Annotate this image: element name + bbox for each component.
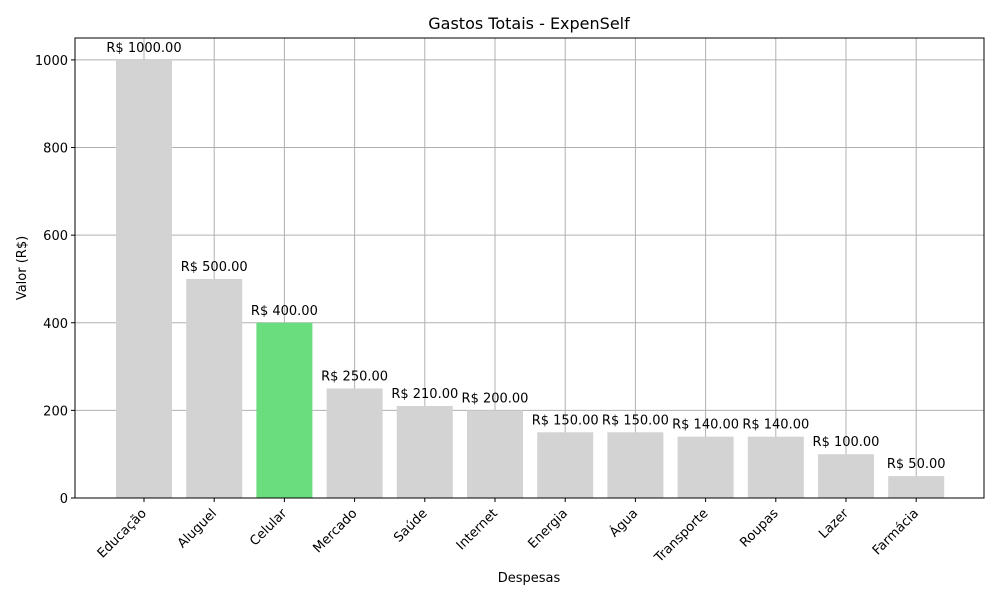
data-label: R$ 140.00 [672, 418, 739, 433]
x-tick-label: Água [606, 506, 641, 541]
data-label: R$ 210.00 [391, 387, 458, 402]
bar [747, 436, 804, 498]
x-tick-label: Celular [247, 506, 290, 549]
data-labels-layer: R$ 1000.00R$ 500.00R$ 400.00R$ 250.00R$ … [106, 41, 945, 472]
bar [326, 388, 383, 498]
bar [888, 476, 945, 498]
y-axis-label: Valor (R$) [15, 236, 30, 300]
y-tick-label: 800 [43, 142, 68, 157]
data-label: R$ 500.00 [181, 260, 248, 275]
grid-layer [75, 38, 984, 499]
y-tick-label: 400 [43, 317, 68, 332]
x-tick-label: Saúde [391, 506, 430, 545]
chart-title: Gastos Totais - ExpenSelf [428, 14, 630, 33]
data-label: R$ 150.00 [602, 413, 669, 428]
x-tick-label: Mercado [311, 506, 361, 556]
data-label: R$ 1000.00 [106, 41, 181, 56]
bar [186, 278, 243, 498]
bar [116, 59, 172, 499]
data-label: R$ 50.00 [887, 457, 946, 472]
data-label: R$ 140.00 [742, 418, 809, 433]
x-tick-label: Internet [454, 506, 501, 553]
data-label: R$ 150.00 [532, 413, 599, 428]
bar [677, 436, 734, 498]
bar [396, 406, 453, 498]
bar [467, 410, 523, 498]
x-tick-label: Lazer [816, 506, 852, 542]
bar [537, 432, 594, 498]
data-label: R$ 100.00 [813, 435, 880, 450]
plot-frame [74, 37, 985, 499]
x-tick-label: Farmácia [870, 506, 922, 558]
bar [818, 454, 874, 498]
bars-layer [116, 59, 945, 499]
x-tick-label: Energia [525, 506, 571, 552]
y-tick-label: 0 [60, 492, 68, 507]
bar [256, 322, 313, 498]
bar [607, 432, 664, 498]
x-tick-label: Transporte [651, 506, 711, 566]
data-label: R$ 400.00 [251, 304, 318, 319]
x-tick-label: Educação [95, 506, 150, 561]
x-axis-label: Despesas [498, 571, 561, 586]
y-tick-label: 200 [43, 404, 68, 419]
y-tick-label: 600 [43, 229, 68, 244]
x-tick-label: Aluguel [175, 506, 220, 551]
x-tick-label: Roupas [737, 506, 781, 550]
data-label: R$ 200.00 [462, 391, 529, 406]
y-tick-label: 1000 [35, 54, 68, 69]
data-label: R$ 250.00 [321, 369, 388, 384]
